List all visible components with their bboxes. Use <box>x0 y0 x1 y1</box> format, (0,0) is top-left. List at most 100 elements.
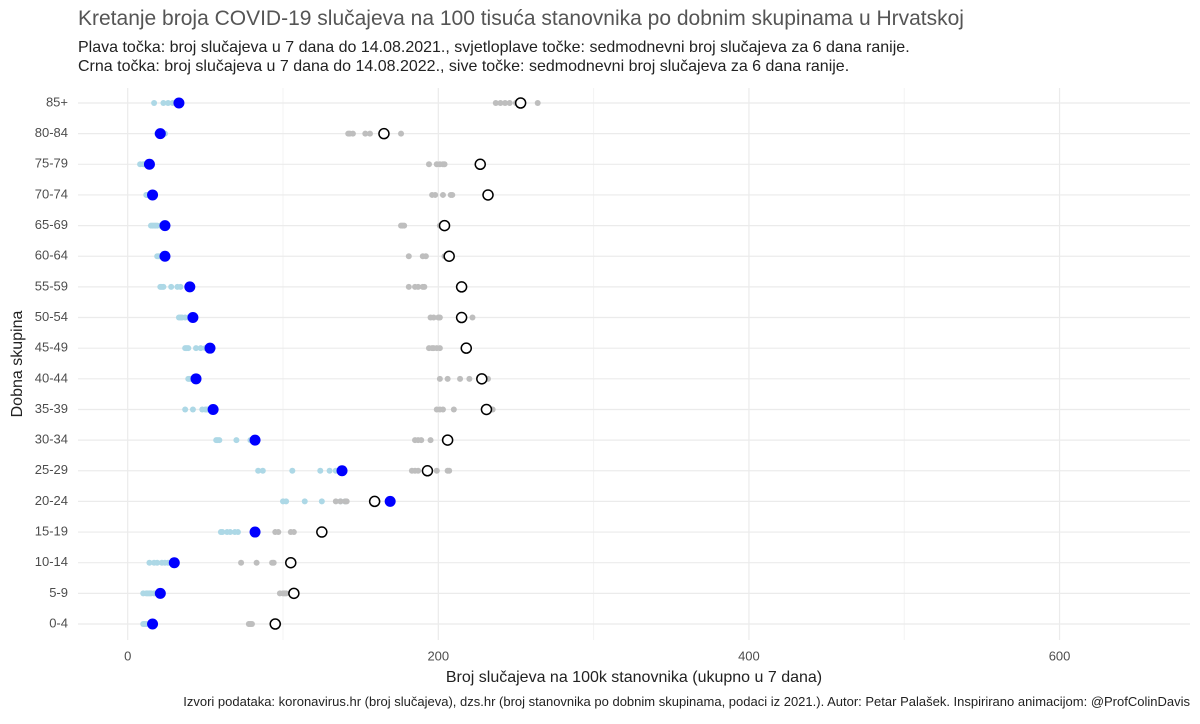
history-dot <box>290 529 297 536</box>
history-dot <box>405 253 412 260</box>
history-dot <box>182 406 189 413</box>
history-dot <box>422 253 429 260</box>
dot <box>285 556 297 569</box>
history-dot <box>362 130 369 137</box>
history-dot <box>439 191 446 198</box>
history-dot <box>317 467 324 474</box>
dot <box>514 97 527 109</box>
history-dot <box>289 467 296 474</box>
history-dot <box>427 437 434 444</box>
history-dot <box>450 406 457 413</box>
x-tick-label: 200 <box>427 648 449 663</box>
history-dot <box>432 191 439 198</box>
y-tick-label: 85+ <box>46 94 68 109</box>
history-dot <box>259 467 266 474</box>
y-tick-label: 50-54 <box>35 309 68 324</box>
history-dot <box>227 529 234 536</box>
history-dot <box>436 375 443 382</box>
dot <box>438 219 451 232</box>
subtitle: Crna točka: broj slučajeva u 7 dana do 1… <box>78 58 849 75</box>
history-dot <box>366 130 373 137</box>
dot <box>455 281 468 293</box>
history-dot <box>433 467 440 474</box>
history-dot <box>398 130 405 137</box>
dot <box>147 618 159 630</box>
history-dot <box>193 345 200 352</box>
y-tick-label: 5-9 <box>49 585 68 600</box>
history-dot <box>415 283 422 290</box>
x-tick-label: 600 <box>1049 648 1071 663</box>
history-dot <box>449 191 456 198</box>
dot <box>154 587 166 599</box>
history-dot <box>436 345 443 352</box>
history-dot <box>337 498 344 505</box>
dot <box>154 128 166 140</box>
history-dot <box>444 375 451 382</box>
dot <box>460 342 473 354</box>
history-dot <box>497 100 504 106</box>
history-dot <box>219 529 226 536</box>
dot <box>455 311 468 324</box>
history-dot <box>185 345 192 352</box>
history-dot <box>401 222 408 229</box>
y-axis-label: Dobna skupina <box>9 311 26 418</box>
dot <box>474 158 486 171</box>
y-tick-label: 40-44 <box>35 370 68 385</box>
dot <box>480 403 493 416</box>
history-dot <box>343 498 350 505</box>
dot <box>368 495 381 508</box>
dot <box>147 189 159 201</box>
dot <box>207 403 219 415</box>
dot <box>184 281 196 293</box>
dot <box>288 587 300 600</box>
history-dot <box>430 314 437 321</box>
history-dot <box>275 529 282 536</box>
y-tick-label: 25-29 <box>35 462 68 477</box>
history-dot <box>168 283 175 290</box>
chart-title: Kretanje broja COVID-19 slučajeva na 100… <box>78 7 964 30</box>
history-dot <box>165 100 172 106</box>
history-dot <box>160 283 167 290</box>
history-dot <box>439 406 446 413</box>
y-tick-label: 10-14 <box>35 554 68 569</box>
history-dot <box>283 498 290 505</box>
history-dot <box>154 559 161 566</box>
dot <box>476 373 488 385</box>
history-dot <box>197 345 204 352</box>
history-dot <box>189 406 196 413</box>
y-tick-label: 80-84 <box>35 125 68 140</box>
history-dot <box>466 375 473 382</box>
history-dot <box>270 559 277 566</box>
history-dot <box>502 100 509 106</box>
dot <box>441 434 454 446</box>
history-dot <box>233 437 240 444</box>
history-dot <box>255 467 262 474</box>
history-dot <box>160 100 167 106</box>
history-dot <box>283 590 290 597</box>
history-dot <box>349 130 356 137</box>
history-dot <box>446 467 453 474</box>
x-tick-label: 0 <box>124 648 131 663</box>
history-dot <box>301 498 308 505</box>
history-dot <box>457 375 464 382</box>
dot <box>159 250 171 262</box>
history-dot <box>248 621 255 627</box>
history-dot <box>415 467 422 474</box>
dot <box>143 158 155 170</box>
dot <box>249 434 261 446</box>
history-dot <box>405 283 412 290</box>
history-dot <box>326 467 333 474</box>
caption: Izvori podataka: koronavirus.hr (broj sl… <box>183 694 1190 709</box>
y-tick-label: 55-59 <box>35 278 68 293</box>
history-dot <box>469 314 476 321</box>
y-tick-label: 65-69 <box>35 217 68 232</box>
history-dot <box>436 314 443 321</box>
history-dot <box>332 498 339 505</box>
dot <box>269 618 281 630</box>
x-axis-label: Broj slučajeva na 100k stanovnika (ukupn… <box>446 669 822 686</box>
y-tick-label: 60-64 <box>35 248 68 263</box>
y-tick-label: 20-24 <box>35 493 68 508</box>
history-dot <box>253 559 260 566</box>
dot <box>173 97 185 109</box>
